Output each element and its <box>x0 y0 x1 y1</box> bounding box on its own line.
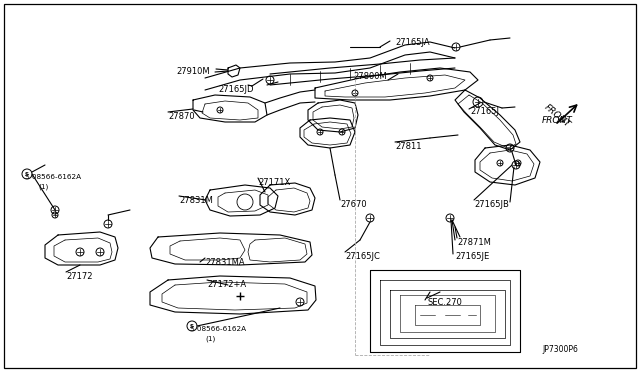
Text: FRONT: FRONT <box>542 103 572 129</box>
Text: (1): (1) <box>38 184 48 190</box>
Text: 27871M: 27871M <box>457 238 491 247</box>
Text: 27165JC: 27165JC <box>345 252 380 261</box>
Text: 27165JD: 27165JD <box>218 85 253 94</box>
Text: 27910M: 27910M <box>176 67 210 76</box>
Text: (1): (1) <box>205 336 215 343</box>
Text: 27171X: 27171X <box>258 178 291 187</box>
Text: S 08566-6162A: S 08566-6162A <box>25 174 81 180</box>
Text: 27165JE: 27165JE <box>455 252 489 261</box>
Text: 27831M: 27831M <box>179 196 213 205</box>
Text: 27172: 27172 <box>66 272 93 281</box>
Text: 27870: 27870 <box>168 112 195 121</box>
Text: 27800M: 27800M <box>353 72 387 81</box>
Text: 27831MA: 27831MA <box>205 258 244 267</box>
Text: 27165J: 27165J <box>470 107 499 116</box>
Text: 27172+A: 27172+A <box>207 280 246 289</box>
Text: JP7300P6: JP7300P6 <box>542 345 578 354</box>
Text: S 08566-6162A: S 08566-6162A <box>190 326 246 332</box>
Text: FRONT: FRONT <box>542 116 573 125</box>
Text: 27165JB: 27165JB <box>474 200 509 209</box>
Text: S: S <box>25 171 29 176</box>
Text: 27165JA: 27165JA <box>395 38 429 47</box>
Text: 27670: 27670 <box>340 200 367 209</box>
Text: SEC.270: SEC.270 <box>427 298 462 307</box>
Text: S: S <box>190 324 194 328</box>
Text: 27811: 27811 <box>395 142 422 151</box>
